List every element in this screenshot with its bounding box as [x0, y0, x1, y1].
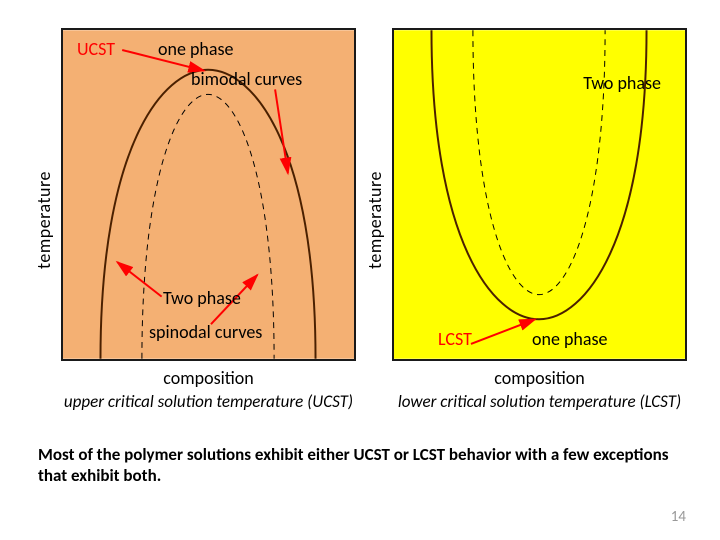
- body-text: Most of the polymer solutions exhibit ei…: [38, 444, 678, 487]
- left-ylabel: temperature: [33, 171, 55, 269]
- right-ylabel: temperature: [364, 171, 386, 269]
- lcst-panel: Two phase LCST one phase: [392, 28, 687, 361]
- ucst-label: UCST: [77, 38, 115, 60]
- right-two-phase-label: Two phase: [583, 72, 661, 94]
- left-caption: upper critical solution temperature (UCS…: [64, 391, 353, 412]
- left-panel-wrap: temperature: [33, 28, 356, 412]
- left-two-phase-label: Two phase: [163, 287, 241, 309]
- right-xlabel: composition: [494, 367, 584, 389]
- left-spinodal-label: spinodal curves: [149, 321, 262, 343]
- right-one-phase-label: one phase: [532, 328, 608, 350]
- left-xlabel: composition: [163, 367, 253, 389]
- ucst-panel: UCST one phase bimodal curves Two phase …: [61, 28, 356, 361]
- page-number: 14: [671, 508, 686, 526]
- left-bimodal-label: bimodal curves: [191, 68, 302, 90]
- diagram-panels: temperature: [0, 0, 720, 412]
- left-one-phase-label: one phase: [158, 38, 234, 60]
- lcst-label: LCST: [438, 328, 472, 350]
- right-panel-wrap: temperature Two phase: [364, 28, 687, 412]
- right-caption: lower critical solution temperature (LCS…: [398, 391, 681, 412]
